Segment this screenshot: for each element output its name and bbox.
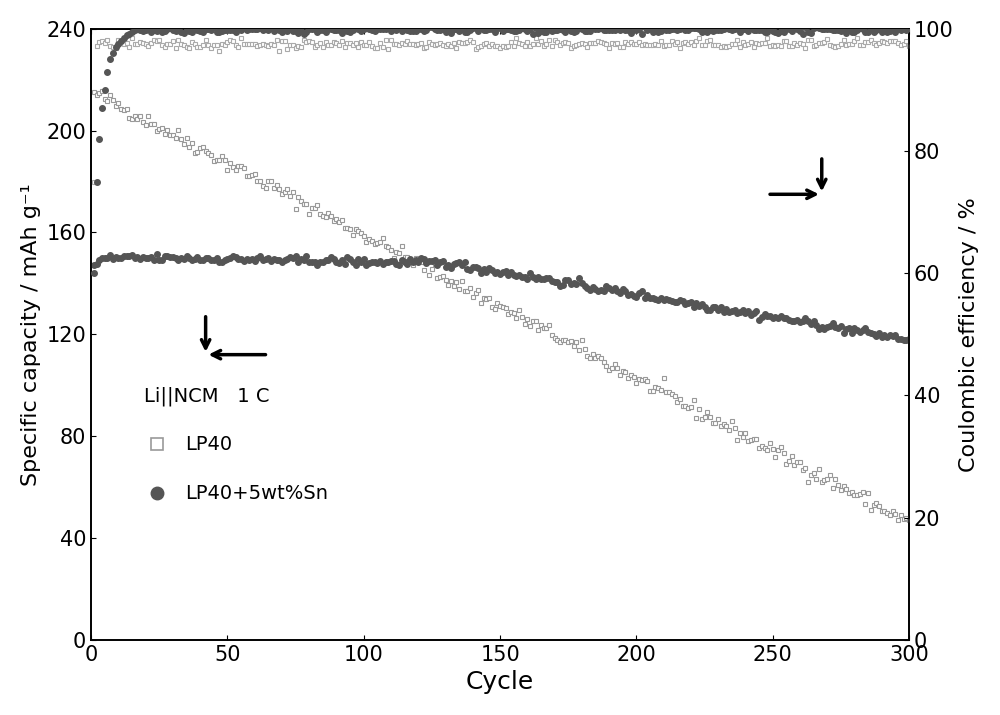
Text: LP40: LP40 xyxy=(185,435,232,454)
Y-axis label: Specific capacity / mAh g⁻¹: Specific capacity / mAh g⁻¹ xyxy=(21,183,41,485)
X-axis label: Cycle: Cycle xyxy=(466,670,534,694)
Y-axis label: Coulombic efficiency / %: Coulombic efficiency / % xyxy=(959,197,979,472)
Text: LP40+5wt%Sn: LP40+5wt%Sn xyxy=(185,483,328,503)
Text: Li||NCM   1 C: Li||NCM 1 C xyxy=(144,386,270,405)
